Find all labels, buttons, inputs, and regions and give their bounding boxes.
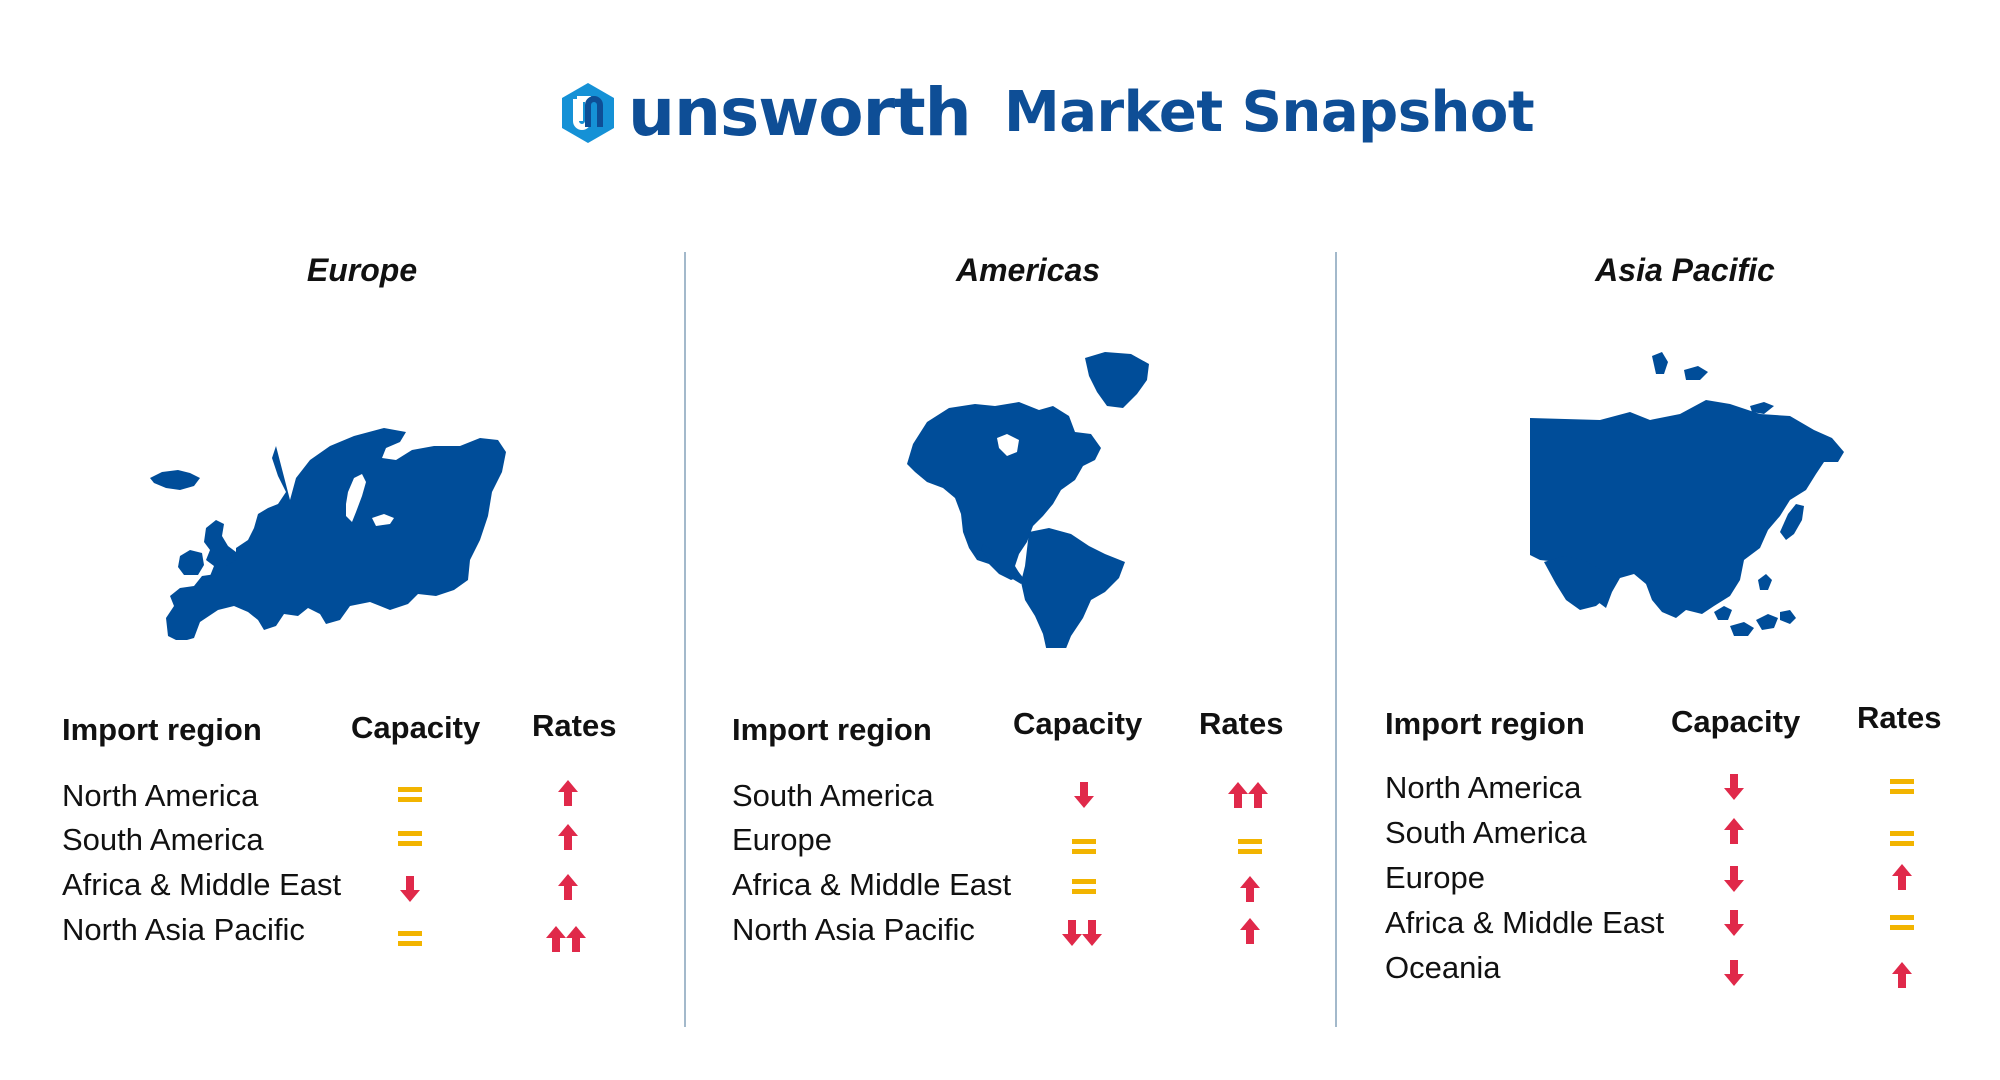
asia-pacific-map: [1530, 350, 1850, 660]
arrow-up-icon: [1228, 874, 1272, 904]
column-header-rates: Rates: [1199, 706, 1283, 742]
column-divider: [1335, 252, 1337, 1027]
equal-icon: [1062, 832, 1106, 862]
arrow-up-icon: [546, 872, 590, 902]
arrow-up-icon: [1712, 816, 1756, 846]
arrow-down-icon: [1712, 908, 1756, 938]
column-header-capacity: Capacity: [351, 710, 480, 746]
column-header-capacity: Capacity: [1013, 706, 1142, 742]
column-header-import-region: Import region: [732, 712, 932, 748]
double-arrow-up-icon: [544, 924, 588, 954]
region-title-europe: Europe: [162, 252, 562, 289]
europe-row-label: North America: [62, 778, 258, 814]
arrow-down-icon: [1712, 772, 1756, 802]
brand-logo: unsworth: [556, 78, 971, 148]
equal-icon: [388, 780, 432, 810]
asia-pacific-row-label: Africa & Middle East: [1385, 905, 1664, 941]
equal-icon: [1228, 832, 1272, 862]
asia-pacific-row-label: North America: [1385, 770, 1581, 806]
region-title-asia-pacific: Asia Pacific: [1485, 252, 1885, 289]
column-header-import-region: Import region: [62, 712, 262, 748]
column-header-rates: Rates: [532, 708, 616, 744]
arrow-up-icon: [1880, 862, 1924, 892]
americas-row-label: Europe: [732, 822, 832, 858]
equal-icon: [1062, 872, 1106, 902]
americas-row-label: Africa & Middle East: [732, 867, 1011, 903]
column-header-capacity: Capacity: [1671, 704, 1800, 740]
arrow-up-icon: [1880, 960, 1924, 990]
americas-map: [905, 348, 1165, 648]
arrow-up-icon: [546, 778, 590, 808]
equal-icon: [1880, 772, 1924, 802]
asia-pacific-row-label: Oceania: [1385, 950, 1500, 986]
equal-icon: [388, 824, 432, 854]
asia-pacific-row-label: Europe: [1385, 860, 1485, 896]
unsworth-logo-icon: [556, 81, 620, 145]
americas-row-label: North Asia Pacific: [732, 912, 975, 948]
arrow-down-icon: [388, 874, 432, 904]
americas-row-label: South America: [732, 778, 934, 814]
double-arrow-down-icon: [1060, 918, 1104, 948]
europe-row-label: North Asia Pacific: [62, 912, 305, 948]
europe-row-label: Africa & Middle East: [62, 867, 341, 903]
arrow-down-icon: [1062, 780, 1106, 810]
europe-map: [140, 400, 540, 640]
arrow-down-icon: [1712, 958, 1756, 988]
column-header-rates: Rates: [1857, 700, 1941, 736]
asia-pacific-row-label: South America: [1385, 815, 1587, 851]
arrow-up-icon: [1228, 916, 1272, 946]
arrow-up-icon: [546, 822, 590, 852]
column-divider: [684, 252, 686, 1027]
double-arrow-up-icon: [1226, 780, 1270, 810]
equal-icon: [1880, 824, 1924, 854]
column-header-import-region: Import region: [1385, 706, 1585, 742]
arrow-down-icon: [1712, 864, 1756, 894]
region-title-americas: Americas: [828, 252, 1228, 289]
brand-name: unsworth: [628, 80, 971, 146]
equal-icon: [388, 924, 432, 954]
europe-row-label: South America: [62, 822, 264, 858]
page-title: Market Snapshot: [1004, 80, 1534, 145]
equal-icon: [1880, 908, 1924, 938]
